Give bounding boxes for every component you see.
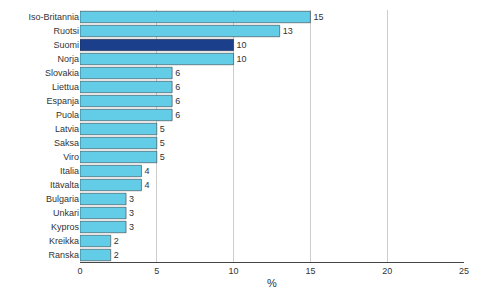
svg-text:Iso-Britannia: Iso-Britannia — [28, 12, 79, 22]
svg-text:3: 3 — [129, 222, 134, 232]
svg-text:6: 6 — [175, 96, 180, 106]
svg-text:4: 4 — [144, 166, 149, 176]
svg-text:Slovakia: Slovakia — [45, 68, 79, 78]
svg-text:6: 6 — [175, 110, 180, 120]
svg-text:3: 3 — [129, 208, 134, 218]
svg-text:15: 15 — [313, 12, 323, 22]
svg-text:Norja: Norja — [57, 54, 79, 64]
svg-text:13: 13 — [283, 26, 293, 36]
svg-text:Viro: Viro — [63, 152, 79, 162]
svg-text:10: 10 — [237, 40, 247, 50]
svg-text:Latvia: Latvia — [55, 124, 79, 134]
svg-text:Suomi: Suomi — [53, 40, 79, 50]
svg-text:Saksa: Saksa — [54, 138, 79, 148]
svg-text:Ranska: Ranska — [48, 250, 79, 260]
svg-text:2: 2 — [114, 250, 119, 260]
svg-text:%: % — [267, 277, 277, 289]
svg-text:20: 20 — [382, 266, 392, 276]
svg-text:Unkari: Unkari — [53, 208, 79, 218]
svg-text:Liettua: Liettua — [52, 82, 79, 92]
svg-text:10: 10 — [237, 54, 247, 64]
svg-text:6: 6 — [175, 82, 180, 92]
svg-text:3: 3 — [129, 194, 134, 204]
svg-text:10: 10 — [229, 266, 239, 276]
svg-text:Italia: Italia — [60, 166, 79, 176]
svg-text:25: 25 — [459, 266, 469, 276]
svg-text:2: 2 — [114, 236, 119, 246]
svg-text:Bulgaria: Bulgaria — [46, 194, 79, 204]
svg-text:Espanja: Espanja — [46, 96, 79, 106]
svg-text:6: 6 — [175, 68, 180, 78]
svg-text:5: 5 — [160, 138, 165, 148]
svg-text:Kypros: Kypros — [51, 222, 80, 232]
svg-text:15: 15 — [305, 266, 315, 276]
svg-text:Ruotsi: Ruotsi — [53, 26, 79, 36]
svg-text:5: 5 — [154, 266, 159, 276]
svg-text:0: 0 — [77, 266, 82, 276]
svg-text:5: 5 — [160, 124, 165, 134]
svg-text:Kreikka: Kreikka — [49, 236, 79, 246]
svg-text:5: 5 — [160, 152, 165, 162]
svg-text:Itävalta: Itävalta — [50, 180, 79, 190]
svg-text:4: 4 — [144, 180, 149, 190]
svg-text:Puola: Puola — [56, 110, 79, 120]
